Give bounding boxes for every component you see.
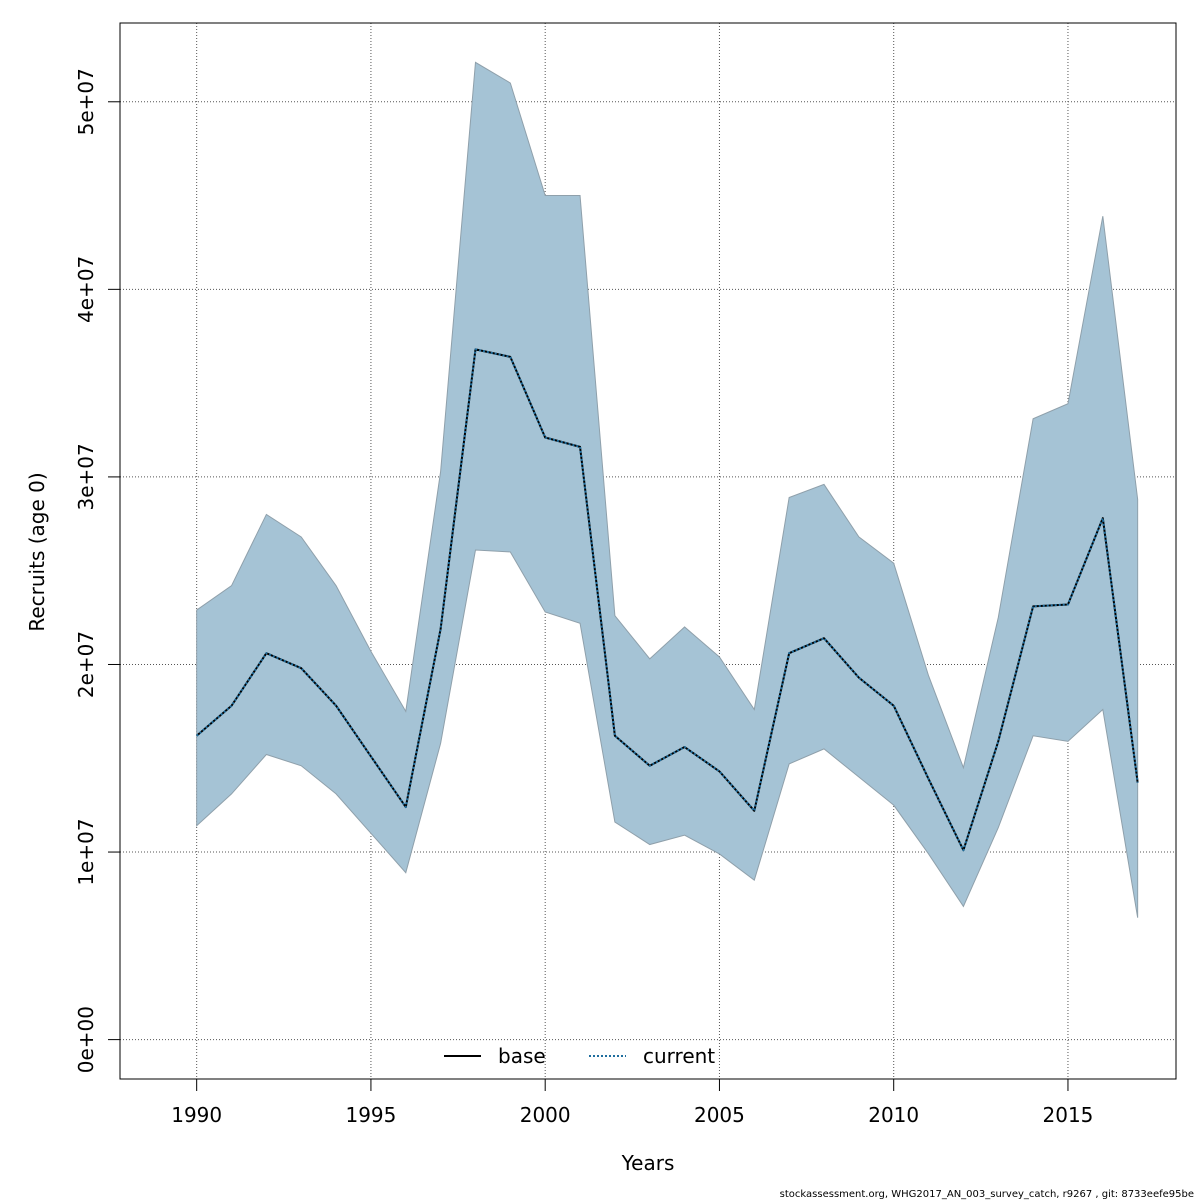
footer-credit: stockassessment.org, WHG2017_AN_003_surv…: [780, 1189, 1194, 1200]
confidence-band-area: [196, 61, 1139, 918]
x-axis-title: Years: [621, 1151, 675, 1175]
x-tick-label-2015: 2015: [1043, 1103, 1094, 1127]
legend-label-base: base: [498, 1044, 546, 1068]
legend-label-current: current: [643, 1044, 715, 1068]
series-lines: [196, 348, 1139, 852]
y-tick-label-2: 2e+07: [74, 631, 98, 698]
y-tick-label-1: 1e+07: [74, 818, 98, 885]
y-axis-title: Recruits (age 0): [25, 472, 49, 631]
x-tick-label-2010: 2010: [868, 1103, 919, 1127]
legend: base current: [444, 1044, 715, 1068]
x-axis: 1990 1995 2000 2005 2010 2015: [171, 1078, 1094, 1127]
confidence-band: [196, 61, 1139, 918]
y-axis: 0e+00 1e+07 2e+07 3e+07 4e+07 5e+07: [74, 68, 121, 1073]
y-tick-label-4: 4e+07: [74, 256, 98, 323]
x-tick-label-2005: 2005: [694, 1103, 745, 1127]
x-tick-label-2000: 2000: [520, 1103, 571, 1127]
series-line-current: [196, 348, 1139, 852]
x-tick-label-1990: 1990: [171, 1103, 222, 1127]
x-tick-label-1995: 1995: [345, 1103, 396, 1127]
y-tick-label-0: 0e+00: [74, 1006, 98, 1073]
y-tick-label-5: 5e+07: [74, 68, 98, 135]
y-tick-label-3: 3e+07: [74, 443, 98, 510]
